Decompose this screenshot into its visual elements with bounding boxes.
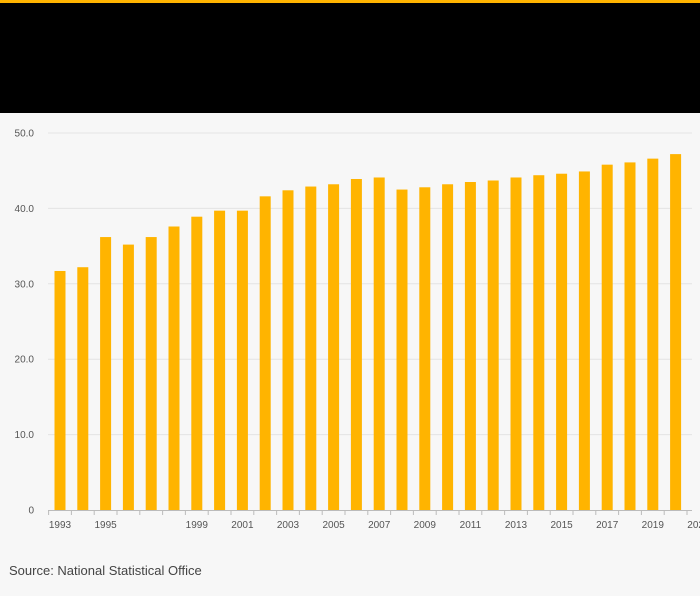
y-tick-label: 40.0 [15,204,35,215]
bar-1993 [54,270,66,510]
bar-1994 [77,267,89,510]
y-tick-label: 30.0 [15,279,35,290]
bar-2010 [442,184,454,510]
x-tick-label: 2003 [277,520,300,531]
y-tick-label: 0 [28,506,34,517]
bar-2005 [328,184,340,510]
chart-svg: 0 10.0 20.0 30.0 40.0 50.0 1993 1995 1999 2001 200… [15,129,700,532]
bar-2000 [214,210,226,511]
y-tick-label: 10.0 [15,430,35,441]
y-tick-label: 50.0 [15,129,35,140]
x-tick-label: 1995 [94,520,117,531]
bar-2004 [305,186,317,510]
x-tick-label: 2013 [505,520,528,531]
x-tick-label: 2001 [231,520,254,531]
x-tick-label: 1993 [49,520,72,531]
bar-1995 [100,237,112,510]
header-band [0,3,700,113]
x-tick-label: 2007 [368,520,391,531]
y-tick-label: 20.0 [15,355,35,366]
bar-2002 [259,196,271,510]
bar-2007 [373,177,385,510]
x-tick-label: 2019 [642,520,665,531]
x-tick-label: 2021 [687,520,700,531]
x-tick-label: 1999 [186,520,209,531]
bar-1996 [122,244,134,511]
bar-2006 [350,178,362,510]
bar-1998 [168,226,180,510]
bar-1997 [145,237,157,510]
bar-2001 [236,210,248,511]
bar-2003 [282,190,294,510]
x-tick-label: 2005 [322,520,345,531]
bar-2017 [601,164,613,510]
bar-2012 [487,180,499,510]
bar-2016 [578,171,590,511]
bar-2008 [396,189,408,511]
x-tick-label: 2011 [460,520,482,531]
bar-2019 [647,158,659,511]
accent-bar [0,0,700,3]
bar-2018 [624,162,636,510]
bar-chart: 0 10.0 20.0 30.0 40.0 50.0 1993 1995 1999 2001 200… [0,113,700,543]
bar-2020 [670,154,682,510]
x-tick-label: 2017 [596,520,619,531]
bar-1999 [191,216,203,510]
x-tick-label: 2015 [550,520,573,531]
bar-2015 [556,173,568,510]
x-tick-label: 2009 [414,520,437,531]
bar-2011 [464,182,476,510]
bar-2013 [510,177,522,510]
bar-2014 [533,175,545,510]
source-note: Source: National Statistical Office [9,563,202,578]
bar-2009 [419,187,431,510]
